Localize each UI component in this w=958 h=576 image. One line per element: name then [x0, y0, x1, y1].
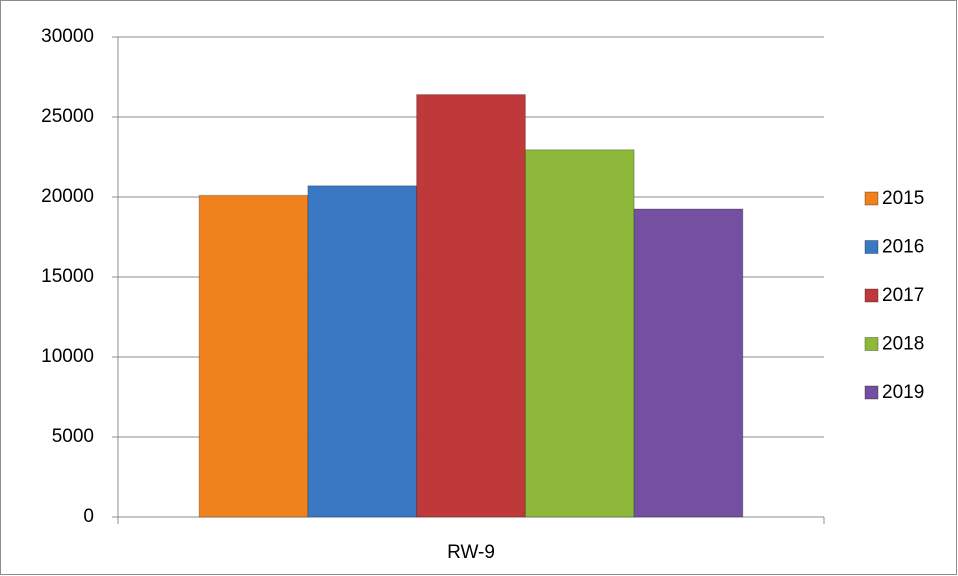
legend-swatch	[864, 191, 879, 206]
y-tick-label: 15000	[41, 266, 94, 287]
y-tick-label: 0	[83, 506, 94, 527]
legend-swatch	[864, 240, 879, 254]
x-tick-label: RW-9	[447, 542, 495, 563]
legend-label: 2017	[882, 285, 924, 306]
legend-swatch	[864, 337, 879, 351]
y-tick-label: 25000	[41, 106, 94, 127]
legend-label: 2015	[882, 188, 924, 209]
legend-label: 2016	[882, 237, 924, 258]
bar	[198, 194, 309, 518]
y-tick-label: 5000	[52, 426, 94, 447]
legend-swatch	[864, 385, 879, 400]
legend-label: 2019	[882, 382, 924, 403]
bar	[524, 149, 635, 518]
y-tick-label: 30000	[41, 26, 94, 47]
bar	[307, 185, 418, 518]
bar	[633, 208, 744, 518]
legend-swatch	[864, 288, 879, 303]
bar	[416, 94, 526, 518]
legend-label: 2018	[882, 334, 924, 355]
y-tick-label: 20000	[41, 186, 94, 207]
y-tick-label: 10000	[41, 346, 94, 367]
